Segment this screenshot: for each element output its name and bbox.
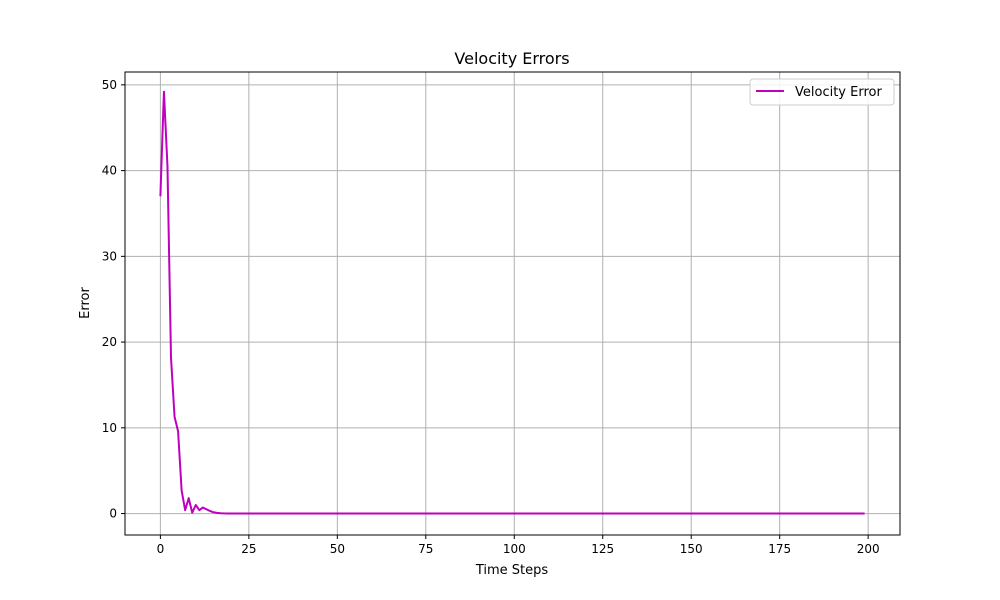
x-tick-label: 50 — [330, 542, 345, 556]
series-line-velocity-error — [159, 90, 865, 515]
x-tick-label: 200 — [857, 542, 880, 556]
x-tick-label: 25 — [241, 542, 256, 556]
x-tick-label: 125 — [591, 542, 614, 556]
axis-ticks: 0 25 50 75 100 125 150 175 200 0 10 20 30 40 50 — [102, 78, 880, 556]
y-tick-label: 20 — [102, 335, 117, 349]
legend-label: Velocity Error — [795, 85, 882, 100]
x-tick-label: 100 — [503, 542, 526, 556]
legend: Velocity Error — [749, 78, 895, 106]
x-tick-label: 0 — [157, 542, 165, 556]
y-axis-label: Error — [78, 287, 93, 319]
y-tick-label: 50 — [102, 78, 117, 92]
x-tick-label: 75 — [418, 542, 433, 556]
y-tick-label: 10 — [102, 421, 117, 435]
legend-box — [749, 78, 895, 106]
y-tick-label: 0 — [109, 507, 117, 521]
x-tick-label: 150 — [680, 542, 703, 556]
x-axis-label: Time Steps — [475, 563, 549, 578]
x-tick-label: 175 — [768, 542, 791, 556]
chart-title: Velocity Errors — [454, 49, 569, 68]
grid — [125, 72, 900, 535]
y-tick-label: 40 — [102, 164, 117, 178]
series-layer — [159, 90, 865, 515]
plot-frame — [124, 71, 901, 536]
y-tick-label: 30 — [102, 249, 117, 263]
